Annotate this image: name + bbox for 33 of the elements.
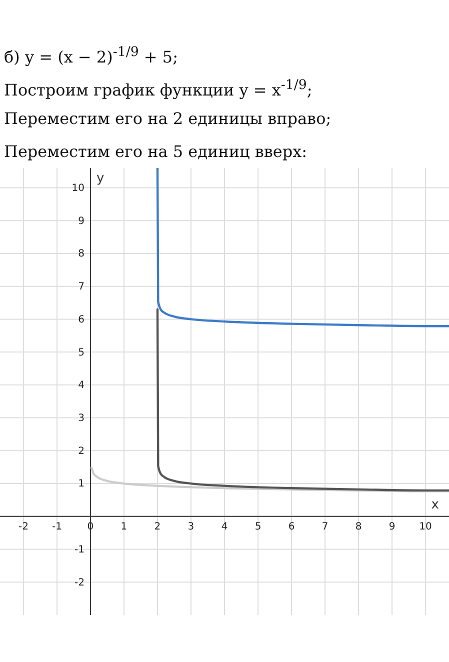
y-tick-label: 10 [72, 182, 84, 194]
y-tick-label: 5 [78, 347, 84, 358]
y-tick-label: 7 [78, 282, 84, 293]
x-tick-label: -2 [18, 521, 28, 532]
x-tick-label: 3 [188, 521, 194, 532]
y-axis-title: y [96, 171, 104, 186]
y-tick-label: 8 [78, 248, 84, 260]
x-tick-label: 2 [154, 521, 161, 532]
x-tick-label: 5 [254, 521, 262, 532]
text: Переместим его на 5 единиц вверх: [4, 141, 308, 163]
x-tick-label: 1 [120, 521, 128, 532]
chart-title: б) y = (x − 2)$^{-1/9}$ + 5; [4, 44, 179, 68]
x-tick-label: 6 [288, 521, 295, 532]
x-tick-label: 8 [355, 521, 362, 532]
y-tick-label: 3 [78, 412, 84, 424]
y-tick-label: 6 [78, 314, 84, 326]
line-series [156, 308, 449, 492]
text: Построим график функции y = x$^{-1/9}$; [4, 77, 314, 102]
x-tick-label: -1 [52, 521, 62, 532]
y-tick-label: 4 [78, 380, 84, 392]
x-tick-label: 9 [388, 521, 396, 532]
line-series [156, 168, 449, 328]
y-tick-label: -1 [74, 544, 84, 556]
y-tick-label: -2 [74, 577, 84, 588]
x-tick-label: 4 [221, 521, 228, 532]
line-series [90, 466, 449, 492]
x-tick-label: 7 [322, 521, 328, 532]
x-axis-title: x [431, 497, 440, 512]
text: Переместим его на 2 единицы вправо; [4, 108, 332, 130]
y-tick-label: 1 [78, 478, 84, 490]
y-tick-label: 9 [78, 216, 84, 227]
y-tick-label: 2 [78, 446, 84, 457]
x-tick-label: 10 [419, 521, 432, 532]
